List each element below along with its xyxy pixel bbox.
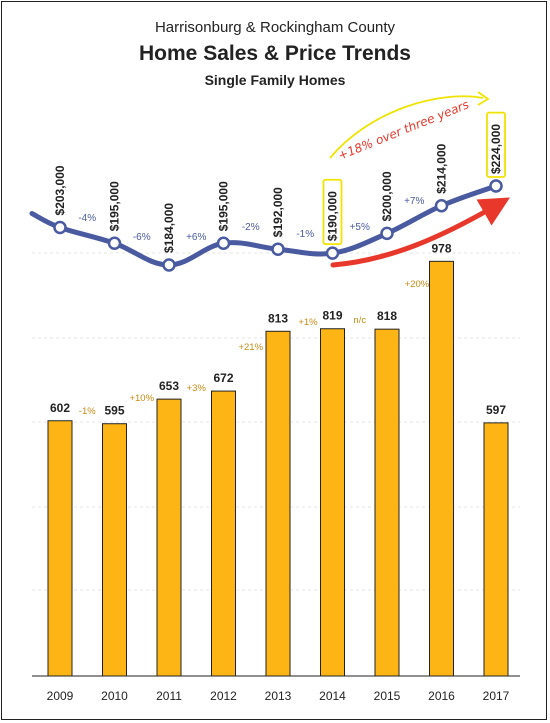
bar-change-label: n/c (353, 315, 366, 326)
bar-value-label: 595 (104, 404, 124, 418)
bar-change-label: -1% (79, 406, 96, 417)
x-tick-label: 2015 (374, 689, 401, 703)
chart-subtitle: Home Sales & Price Trends (139, 42, 411, 65)
x-tick-label: 2014 (319, 689, 346, 703)
price-value-label: $200,000 (380, 171, 394, 221)
price-point-2012 (216, 236, 231, 251)
price-change-label: -1% (296, 229, 314, 240)
price-value-label: $192,000 (271, 187, 285, 237)
price-label-group: $200,000 (380, 171, 394, 221)
price-point-2016 (434, 199, 449, 213)
price-change-label: +5% (350, 222, 370, 233)
bar-change-label: +20% (405, 279, 430, 290)
bar-value-label: 819 (322, 309, 342, 323)
bar-value-label: 602 (50, 401, 70, 415)
price-value-label: $195,000 (108, 181, 122, 231)
bar-change-label: +1% (298, 317, 318, 328)
price-label-group: $190,000 (322, 178, 343, 246)
bar-2012 (211, 390, 236, 677)
price-label-group: $214,000 (435, 143, 449, 193)
bar-value-label: 813 (268, 311, 288, 325)
price-value-label: $190,000 (326, 191, 340, 241)
price-label-group: $224,000 (486, 111, 506, 178)
price-label-group: $184,000 (162, 203, 176, 253)
price-point-2015 (380, 226, 394, 241)
price-value-label: $224,000 (489, 124, 503, 174)
x-tick-label: 2013 (265, 689, 292, 703)
data-labels: 602 595 653 672 813 819 818 978 597 -1% +10% +3% +21… (47, 111, 510, 703)
chart-subsubtitle: Single Family Homes (204, 72, 346, 88)
price-value-label: $214,000 (435, 143, 449, 193)
bar-value-label: 597 (486, 403, 506, 417)
price-change-label: -2% (242, 222, 260, 233)
bar-2009 (47, 420, 73, 677)
price-label-group: $203,000 (53, 165, 67, 215)
price-change-label: +7% (404, 196, 424, 207)
price-change-label: -4% (78, 213, 96, 224)
bar-2011 (156, 398, 182, 677)
x-tick-label: 2010 (101, 689, 128, 703)
x-tick-label: 2017 (483, 689, 510, 703)
bar-change-label: +3% (187, 383, 207, 394)
price-point-2009 (53, 220, 67, 235)
bar-change-label: +10% (129, 393, 154, 404)
price-label-group: $192,000 (271, 187, 285, 237)
bar-2010 (102, 423, 127, 677)
annotation-arrowhead (477, 91, 490, 106)
annotation-group: +18% over three years (329, 91, 510, 268)
highlight-box (486, 111, 506, 178)
title-block: Harrisonburg & Rockingham County Home Sa… (0, 18, 550, 90)
chart-title: Harrisonburg & Rockingham County (154, 19, 396, 36)
bar-2015 (374, 328, 400, 677)
bar-change-label: +21% (238, 342, 263, 353)
x-tick-label: 2009 (47, 689, 74, 703)
price-label-group: $195,000 (217, 181, 231, 231)
bar-value-label: 818 (377, 309, 397, 323)
price-change-label: -6% (133, 232, 151, 243)
price-point-2017 (489, 179, 503, 193)
price-point-2011 (162, 258, 176, 272)
annotation-arrow (329, 95, 484, 159)
x-tick-label: 2016 (428, 689, 455, 703)
highlight-box (322, 178, 343, 246)
bar-value-label: 653 (159, 379, 179, 393)
price-label-group: $195,000 (108, 181, 122, 231)
bar-2013 (265, 330, 291, 677)
x-tick-label: 2011 (156, 689, 182, 703)
bar-2017 (483, 422, 509, 677)
price-point-2014 (325, 246, 340, 260)
price-point-2010 (107, 236, 122, 251)
bar-2016 (429, 260, 454, 677)
price-value-label: $195,000 (217, 181, 231, 231)
price-change-label: +6% (186, 232, 206, 243)
trend-arrow (330, 197, 510, 268)
price-point-2013 (271, 242, 285, 256)
bar-value-label: 978 (431, 241, 451, 255)
bar-value-label: 672 (213, 371, 233, 385)
price-line (29, 183, 499, 268)
line-series (29, 179, 503, 272)
x-tick-label: 2012 (210, 689, 237, 703)
price-value-label: $203,000 (53, 165, 67, 215)
bar-series (47, 260, 509, 677)
price-value-label: $184,000 (162, 203, 176, 253)
bar-2014 (320, 328, 345, 677)
